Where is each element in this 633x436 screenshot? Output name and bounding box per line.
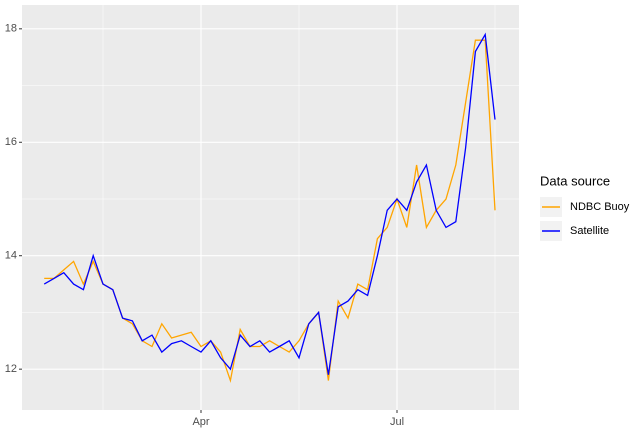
y-tick-label: 18 <box>5 23 17 35</box>
y-tick-label: 16 <box>5 136 17 148</box>
y-tick-label: 14 <box>5 250 17 262</box>
x-tick-label: Jul <box>390 416 404 428</box>
series-line <box>43 32 496 375</box>
y-tick-label: 12 <box>5 363 17 375</box>
plot-panel <box>22 5 519 410</box>
legend-label: NDBC Buoy <box>570 201 630 213</box>
legend-title: Data source <box>540 173 610 188</box>
x-tick-label: Apr <box>192 416 209 428</box>
legend-label: Satellite <box>570 225 609 237</box>
